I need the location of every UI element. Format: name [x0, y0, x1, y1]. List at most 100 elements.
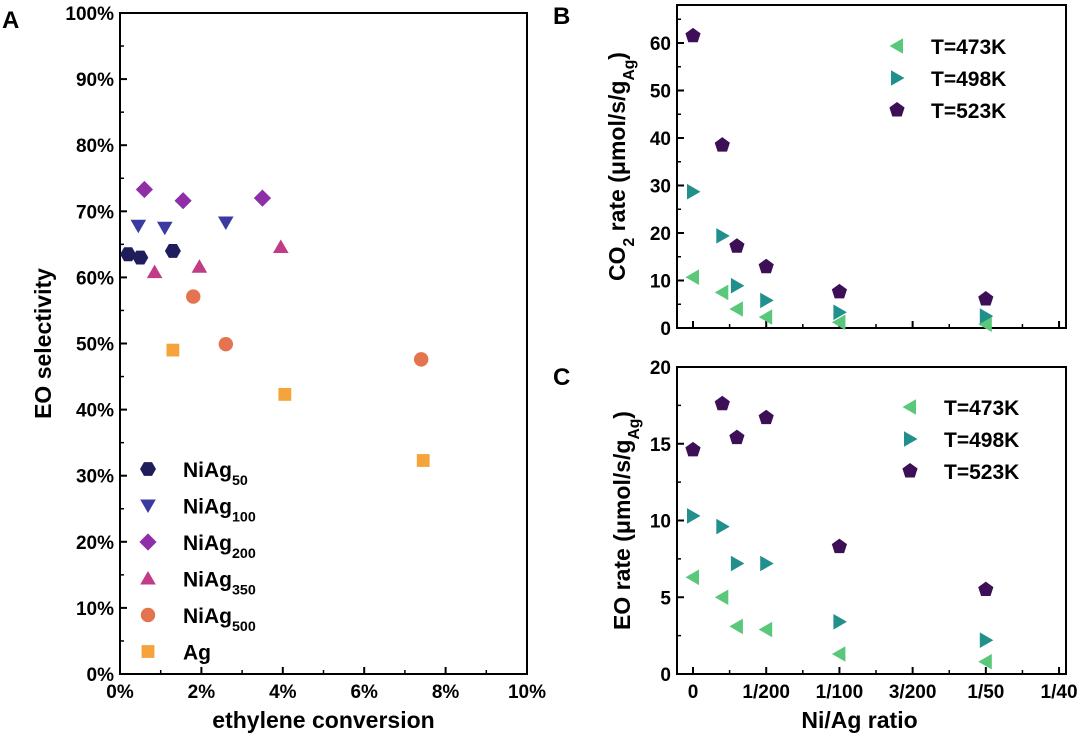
legend-label: NiAg100 [183, 496, 256, 526]
data-point-t-498k [979, 632, 994, 648]
panel-b: B 0 10 20 30 40 50 60 CO2 rate (μmol/s/gAg) T=473… [553, 3, 1067, 340]
y-tick-label: 30% [76, 467, 114, 488]
legend-label: T=498K [944, 429, 1019, 452]
legend-label: NiAg500 [183, 605, 256, 635]
y-tick-label: 50 [650, 82, 671, 103]
y-tick-label: 40 [650, 129, 671, 150]
legend-label: NiAg350 [183, 569, 256, 599]
x-tick-label: 1/200 [742, 682, 790, 703]
legend-marker [140, 499, 156, 513]
legend-label: NiAg50 [183, 459, 248, 489]
data-point-niag350 [191, 259, 208, 273]
y-axis-title: EO rate (μmol/s/gAg) [609, 411, 643, 630]
y-tick-label: 70% [76, 202, 114, 223]
x-tick-label: 1/50 [967, 682, 1004, 703]
data-point-niag50 [120, 247, 137, 262]
legend-marker [902, 463, 918, 478]
data-point-niag500 [413, 352, 429, 367]
data-point-niag100 [157, 221, 173, 236]
x-tick-label: 1/100 [816, 682, 864, 703]
data-point-t-523k [831, 538, 847, 554]
y-tick-label: 40% [76, 401, 114, 422]
data-point-t-473k [714, 589, 729, 605]
data-point-niag200 [135, 180, 153, 199]
legend-label: NiAg200 [183, 532, 256, 562]
y-tick-label: 0% [87, 665, 115, 686]
y-tick-label: 0 [660, 319, 671, 340]
data-point-ag [416, 454, 430, 467]
legend-marker [904, 431, 918, 447]
legend-marker [902, 399, 916, 415]
data-point-t-523k [831, 283, 847, 299]
panel-a-letter: A [2, 7, 19, 34]
y-tick-label: 15 [650, 435, 672, 456]
data-point-t-473k [685, 569, 699, 586]
x-tick-label: 10% [508, 682, 546, 703]
data-point-t-523k [685, 27, 701, 43]
y-tick-label: 100% [65, 4, 114, 25]
legend-label: T=523K [931, 100, 1006, 123]
data-point-t-523k [978, 581, 994, 596]
legend-marker [139, 533, 157, 551]
data-point-t-473k [729, 618, 743, 635]
data-point-t-498k [979, 308, 994, 324]
data-point-t-523k [729, 429, 745, 445]
data-point-t-523k [978, 291, 994, 306]
data-point-t-473k [714, 284, 729, 301]
data-point-t-473k [758, 621, 773, 638]
data-point-t-498k [833, 614, 847, 630]
panel-c: C 0 5 10 15 20 0 1/200 1/100 3/200 1/50 1/40 Ni/Ag r… [553, 358, 1078, 733]
data-point-t-473k [978, 653, 992, 670]
x-axis-title: Ni/Ag ratio [801, 707, 917, 733]
data-point-niag50 [164, 244, 181, 258]
x-axis-title: ethylene conversion [212, 707, 434, 733]
legend-marker [141, 645, 155, 658]
data-point-niag200 [174, 192, 192, 210]
data-point-t-473k [758, 309, 773, 325]
y-tick-label: 60% [76, 268, 114, 289]
legend-marker [140, 571, 156, 585]
y-tick-label: 5 [660, 588, 671, 609]
legend-label: T=473K [944, 397, 1019, 420]
panel-frame [676, 4, 1067, 329]
y-tick-label: 0 [660, 665, 671, 686]
x-tick-label: 6% [350, 682, 378, 703]
legend-marker [140, 462, 156, 476]
data-point-niag50 [132, 250, 149, 265]
panel-a-frame [119, 12, 528, 675]
y-tick-label: 80% [76, 136, 114, 157]
x-tick-label: 0% [106, 682, 134, 703]
legend-label: T=498K [931, 68, 1006, 91]
data-point-t-523k [714, 395, 730, 411]
data-point-t-523k [714, 137, 730, 152]
y-tick-label: 20% [76, 533, 114, 554]
data-point-t-523k [685, 441, 701, 457]
data-point-t-523k [729, 238, 745, 253]
data-point-t-498k [716, 228, 730, 244]
legend-marker [889, 38, 903, 54]
data-point-t-498k [687, 508, 701, 524]
x-tick-label: 2% [188, 682, 216, 703]
y-axis-title: CO2 rate (μmol/s/gAg) [604, 52, 638, 281]
x-tick-label: 3/200 [889, 682, 937, 703]
data-point-t-498k [716, 518, 730, 535]
y-tick-label: 10% [76, 599, 114, 620]
panel-letter: C [553, 364, 570, 391]
y-tick-label: 30 [650, 177, 671, 198]
y-tick-label: 90% [76, 70, 114, 91]
data-point-niag100 [218, 216, 234, 230]
legend-marker [891, 70, 905, 86]
data-point-niag350 [273, 239, 289, 253]
data-point-t-498k [730, 277, 745, 294]
y-tick-label: 50% [76, 335, 114, 356]
x-tick-label: 0 [688, 682, 699, 703]
data-point-t-473k [685, 269, 699, 285]
panel-letter: B [553, 3, 570, 30]
y-tick-label: 20 [650, 358, 671, 379]
data-point-t-523k [758, 258, 774, 274]
legend-label: T=473K [931, 36, 1006, 59]
x-tick-label: 8% [432, 682, 460, 703]
data-point-t-498k [760, 292, 774, 309]
legend-label: T=523K [944, 461, 1019, 484]
